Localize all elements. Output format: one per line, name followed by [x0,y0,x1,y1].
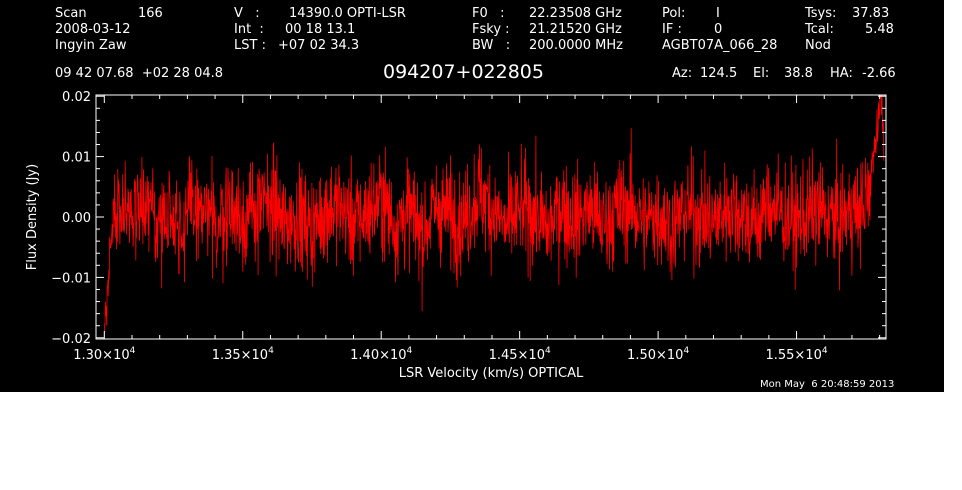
observer-name: Ingyin Zaw [55,38,127,53]
elevation-value: 38.8 [784,66,813,81]
sky-freq-label: Fsky : [472,22,510,37]
plot-canvas: 1.30×104 1.35×104 1.40×104 1.45×104 1.50×104… [0,0,944,392]
scan-label: Scan [55,6,87,21]
y-tick-label-0: −0.02 [51,332,91,347]
y-axis-title: Flux Density (Jy) [25,164,40,270]
elevation-label: El: [753,66,770,81]
y-tick-label-3: 0.01 [62,151,91,166]
azimuth-value: 124.5 [700,66,738,81]
velocity-label: V : [234,6,260,21]
tsys-value: 37.83 [852,6,890,21]
if-label: IF : [662,22,682,37]
lst-value: +07 02 34.3 [278,38,360,53]
tcal-value: 5.48 [865,22,894,37]
x-tick-label-2: 1.40×104 [350,346,412,363]
bandwidth-label: BW : [472,38,511,53]
source-name: 094207+022805 [383,61,544,83]
polarization-value: I [716,6,720,21]
if-value: 0 [714,22,723,37]
spectrum-chart: 1.30×104 1.35×104 1.40×104 1.45×104 1.50×104… [25,90,887,381]
velocity-value: 14390.0 OPTI-LSR [289,6,406,21]
x-tick-label-0: 1.30×104 [73,346,135,363]
x-tick-label-4: 1.50×104 [627,346,689,363]
rest-freq-label: F0 : [472,6,505,21]
hour-angle-value: -2.66 [862,66,896,81]
x-axis-title: LSR Velocity (km/s) OPTICAL [399,366,584,381]
source-coordinates: 09 42 07.68 +02 28 04.8 [55,66,224,81]
hour-angle-label: HA: [830,66,853,81]
y-tick-label-4: 0.02 [62,90,91,105]
integration-value: 00 18 13.1 [285,22,356,37]
plot-timestamp: Mon May 6 20:48:59 2013 [760,379,895,390]
y-tick-label-1: −0.01 [51,271,91,286]
sky-freq-value: 21.21520 GHz [529,22,622,37]
obs-date: 2008-03-12 [55,22,131,37]
project-id: AGBT07A_066_28 [662,38,778,53]
lst-label: LST : [234,38,266,53]
x-tick-label-3: 1.45×104 [489,346,551,363]
scan-value: 166 [138,6,163,21]
tcal-label: Tcal: [805,22,834,37]
rest-freq-value: 22.23508 GHz [529,6,622,21]
switching-mode: Nod [805,38,831,53]
azimuth-label: Az: [672,66,693,81]
x-tick-label-5: 1.55×104 [765,346,827,363]
spectrum-trace [103,94,885,337]
bandwidth-value: 200.0000 MHz [529,38,623,53]
y-tick-label-2: 0.00 [62,211,91,226]
tsys-label: Tsys: [805,6,837,21]
polarization-label: Pol: [662,6,686,21]
integration-label: Int : [234,22,264,37]
x-tick-label-1: 1.35×104 [212,346,274,363]
